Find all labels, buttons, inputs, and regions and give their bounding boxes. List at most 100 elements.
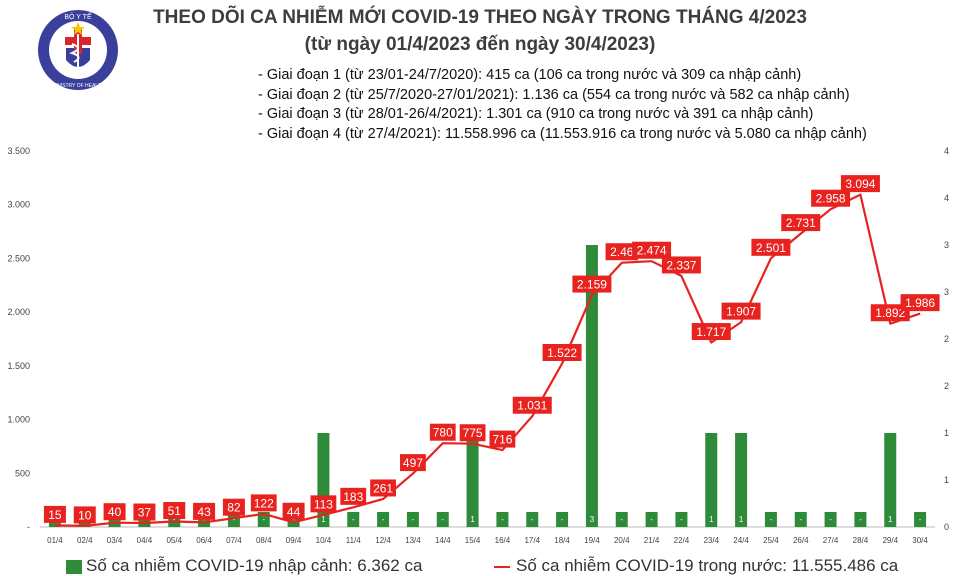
x-tick-label: 22/4 xyxy=(674,536,690,545)
x-tick-label: 29/4 xyxy=(882,536,898,545)
line-data-label: 2.46 xyxy=(610,245,634,259)
line-data-label: 15 xyxy=(48,508,62,522)
line-data-label: 3.094 xyxy=(845,177,875,191)
line-data-label-box xyxy=(193,502,216,520)
legend-line-label: Số ca nhiễm COVID-19 trong nước: 11.555.… xyxy=(516,556,899,575)
y-right-tick-label: 3 xyxy=(944,287,949,297)
line-data-label-box xyxy=(751,238,791,256)
line-data-label: 51 xyxy=(168,504,182,518)
line-data-label-box xyxy=(340,487,367,505)
line-data-label: 2.501 xyxy=(756,241,786,255)
y-left-tick-label: 3.000 xyxy=(7,200,30,210)
legend-bar-swatch xyxy=(66,559,82,574)
y-right-tick-label: 4 xyxy=(944,146,949,156)
legend-line-swatch xyxy=(494,565,510,568)
line-data-label-box xyxy=(73,506,96,524)
line-data-label: 2.731 xyxy=(786,216,816,230)
line-data-label-box xyxy=(721,302,761,320)
line-data-label: 113 xyxy=(314,497,333,511)
bar-value-label: - xyxy=(173,515,176,524)
bar xyxy=(794,512,807,527)
legend-bar: Số ca nhiễm COVID-19 nhập cảnh: 6.362 ca xyxy=(66,556,422,576)
line-data-label-box xyxy=(133,503,156,521)
bar xyxy=(705,433,718,527)
bar-value-label: - xyxy=(501,515,504,524)
line-data-label-box xyxy=(512,396,552,414)
line-data-label: 1.986 xyxy=(905,296,935,310)
line-data-label-box xyxy=(43,505,66,523)
bar-value-label: - xyxy=(620,515,623,524)
line-data-label: 37 xyxy=(138,506,152,520)
x-tick-label: 19/4 xyxy=(584,536,600,545)
bar-value-label: - xyxy=(650,515,653,524)
x-tick-label: 12/4 xyxy=(375,536,391,545)
chart-title: THEO DÕI CA NHIỄM MỚI COVID-19 THEO NGÀY… xyxy=(153,7,807,28)
line-data-label-box xyxy=(781,214,821,232)
bar-value-label: - xyxy=(531,515,534,524)
line-data-label-box xyxy=(429,423,456,441)
bar xyxy=(436,512,449,527)
line-data-label-box xyxy=(370,479,396,497)
bar-value-label: - xyxy=(233,515,236,524)
note-phase-1: - Giai đoạn 1 (từ 23/01-24/7/2020): 415 … xyxy=(258,67,802,83)
x-tick-label: 21/4 xyxy=(644,536,660,545)
y-left-tick-label: 1.500 xyxy=(7,361,30,371)
y-right-tick-label: 2 xyxy=(944,381,949,391)
bar xyxy=(764,512,777,527)
x-tick-label: 28/4 xyxy=(853,536,869,545)
bar-value-label: - xyxy=(829,515,832,524)
y-left-tick-label: - xyxy=(27,522,30,532)
line-data-label-box xyxy=(870,304,910,322)
line-data-label-box xyxy=(310,495,337,513)
bar xyxy=(406,512,419,527)
bar xyxy=(884,433,897,527)
line-data-label: 261 xyxy=(373,481,393,495)
line-data-label-box xyxy=(605,243,638,261)
bar xyxy=(466,433,479,527)
bar xyxy=(377,512,390,527)
line-data-label-box xyxy=(163,502,186,520)
y-right-tick-label: 1 xyxy=(944,475,949,485)
line-data-label-box xyxy=(691,323,731,341)
line-data-label-box xyxy=(459,424,486,442)
line-data-label-box xyxy=(103,503,126,521)
x-tick-label: 27/4 xyxy=(823,536,839,545)
x-tick-label: 13/4 xyxy=(405,536,421,545)
y-left-tick-label: 1.000 xyxy=(7,415,30,425)
line-data-label: 1.031 xyxy=(517,399,547,413)
bar-value-label: 1 xyxy=(470,515,475,524)
chart-subtitle: (từ ngày 01/4/2023 đến ngày 30/4/2023) xyxy=(304,34,656,55)
legend-bar-label: Số ca nhiễm COVID-19 nhập cảnh: 6.362 ca xyxy=(86,556,423,575)
bar-value-label: - xyxy=(859,515,862,524)
bar-value-label: - xyxy=(919,515,922,524)
bar xyxy=(914,512,927,527)
bar xyxy=(347,512,360,527)
bar-value-label: 1 xyxy=(709,515,714,524)
bar xyxy=(227,512,240,527)
line-data-label: 43 xyxy=(197,505,211,519)
bar xyxy=(645,512,658,527)
line-data-label: 1.522 xyxy=(547,346,577,360)
line-data-label-box xyxy=(542,343,582,361)
x-tick-label: 17/4 xyxy=(524,536,540,545)
line-data-label: 2.159 xyxy=(577,278,607,292)
bar xyxy=(675,512,688,527)
y-left-tick-label: 2.000 xyxy=(7,307,30,317)
ministry-logo: BỘ Y TẾ MINISTRY OF HEALTH xyxy=(36,8,120,92)
line-data-label: 82 xyxy=(227,501,241,515)
x-tick-label: 05/4 xyxy=(166,536,182,545)
line-data-label: 44 xyxy=(287,505,301,519)
x-tick-label: 03/4 xyxy=(107,536,123,545)
bar-value-label: - xyxy=(412,515,415,524)
line-data-label: 1.717 xyxy=(696,325,726,339)
bar-value-label: - xyxy=(799,515,802,524)
line-data-label-box xyxy=(900,294,940,312)
bar-value-label: - xyxy=(352,515,355,524)
line-data-label-box xyxy=(400,454,426,472)
line-data-label-box xyxy=(632,241,672,259)
line-data-label-box xyxy=(282,502,305,520)
bar-value-label: 1 xyxy=(321,515,326,524)
bar xyxy=(615,512,628,527)
bar xyxy=(735,433,748,527)
x-tick-label: 06/4 xyxy=(196,536,212,545)
